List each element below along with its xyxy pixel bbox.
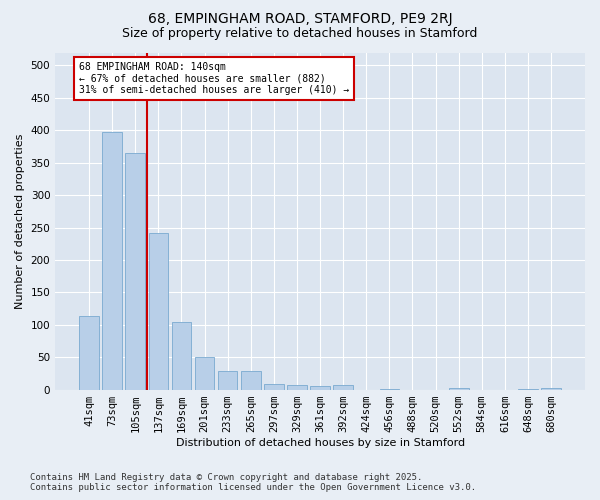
Bar: [334, 385, 353, 390]
Bar: [218, 371, 238, 390]
Bar: [149, 232, 168, 390]
Y-axis label: Number of detached properties: Number of detached properties: [15, 134, 25, 308]
Text: 68, EMPINGHAM ROAD, STAMFORD, PE9 2RJ: 68, EMPINGHAM ROAD, STAMFORD, PE9 2RJ: [148, 12, 452, 26]
Text: 68 EMPINGHAM ROAD: 140sqm
← 67% of detached houses are smaller (882)
31% of semi: 68 EMPINGHAM ROAD: 140sqm ← 67% of detac…: [79, 62, 349, 96]
Text: Contains HM Land Registry data © Crown copyright and database right 2025.
Contai: Contains HM Land Registry data © Crown c…: [30, 473, 476, 492]
Text: Size of property relative to detached houses in Stamford: Size of property relative to detached ho…: [122, 28, 478, 40]
Bar: [287, 385, 307, 390]
Bar: [195, 357, 214, 390]
Bar: [103, 132, 122, 390]
Bar: [264, 384, 284, 390]
Bar: [310, 386, 330, 390]
Bar: [241, 371, 260, 390]
Bar: [518, 389, 538, 390]
Bar: [449, 388, 469, 390]
Bar: [380, 389, 399, 390]
Bar: [125, 153, 145, 390]
X-axis label: Distribution of detached houses by size in Stamford: Distribution of detached houses by size …: [176, 438, 464, 448]
Bar: [79, 316, 99, 390]
Bar: [541, 388, 561, 390]
Bar: [172, 322, 191, 390]
